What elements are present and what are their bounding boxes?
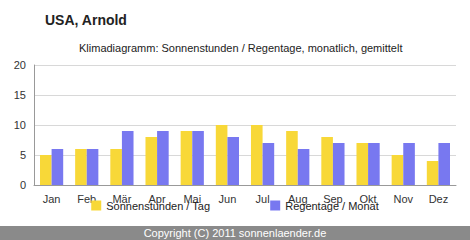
svg-text:Sep: Sep <box>323 192 343 205</box>
svg-text:Klimadiagramm: Sonnenstunden /: Klimadiagramm: Sonnenstunden / Regentage… <box>79 42 402 54</box>
svg-text:Copyright (C) 2011 sonnenlaend: Copyright (C) 2011 sonnenlaender.de <box>144 227 327 239</box>
svg-text:Okt: Okt <box>359 192 377 205</box>
svg-text:Mai: Mai <box>183 192 202 205</box>
svg-text:Jul: Jul <box>256 193 270 205</box>
svg-text:Regentage / Monat: Regentage / Monat <box>285 200 379 212</box>
svg-text:Jun: Jun <box>219 193 237 205</box>
svg-text:Nov: Nov <box>393 193 413 205</box>
svg-text:USA, Arnold: USA, Arnold <box>45 12 127 28</box>
svg-text:Mär: Mär <box>112 192 132 205</box>
svg-text:Jan: Jan <box>43 193 61 205</box>
svg-text:5: 5 <box>20 149 26 161</box>
svg-text:Aug: Aug <box>288 192 308 205</box>
svg-text:20: 20 <box>14 59 26 71</box>
svg-text:10: 10 <box>14 119 26 131</box>
svg-text:Feb: Feb <box>77 192 97 205</box>
svg-text:Dez: Dez <box>429 193 449 205</box>
svg-text:15: 15 <box>14 89 26 101</box>
svg-text:Apr: Apr <box>148 192 166 205</box>
svg-text:Sonnenstunden / Tag: Sonnenstunden / Tag <box>106 200 210 212</box>
svg-text:0: 0 <box>20 179 26 191</box>
